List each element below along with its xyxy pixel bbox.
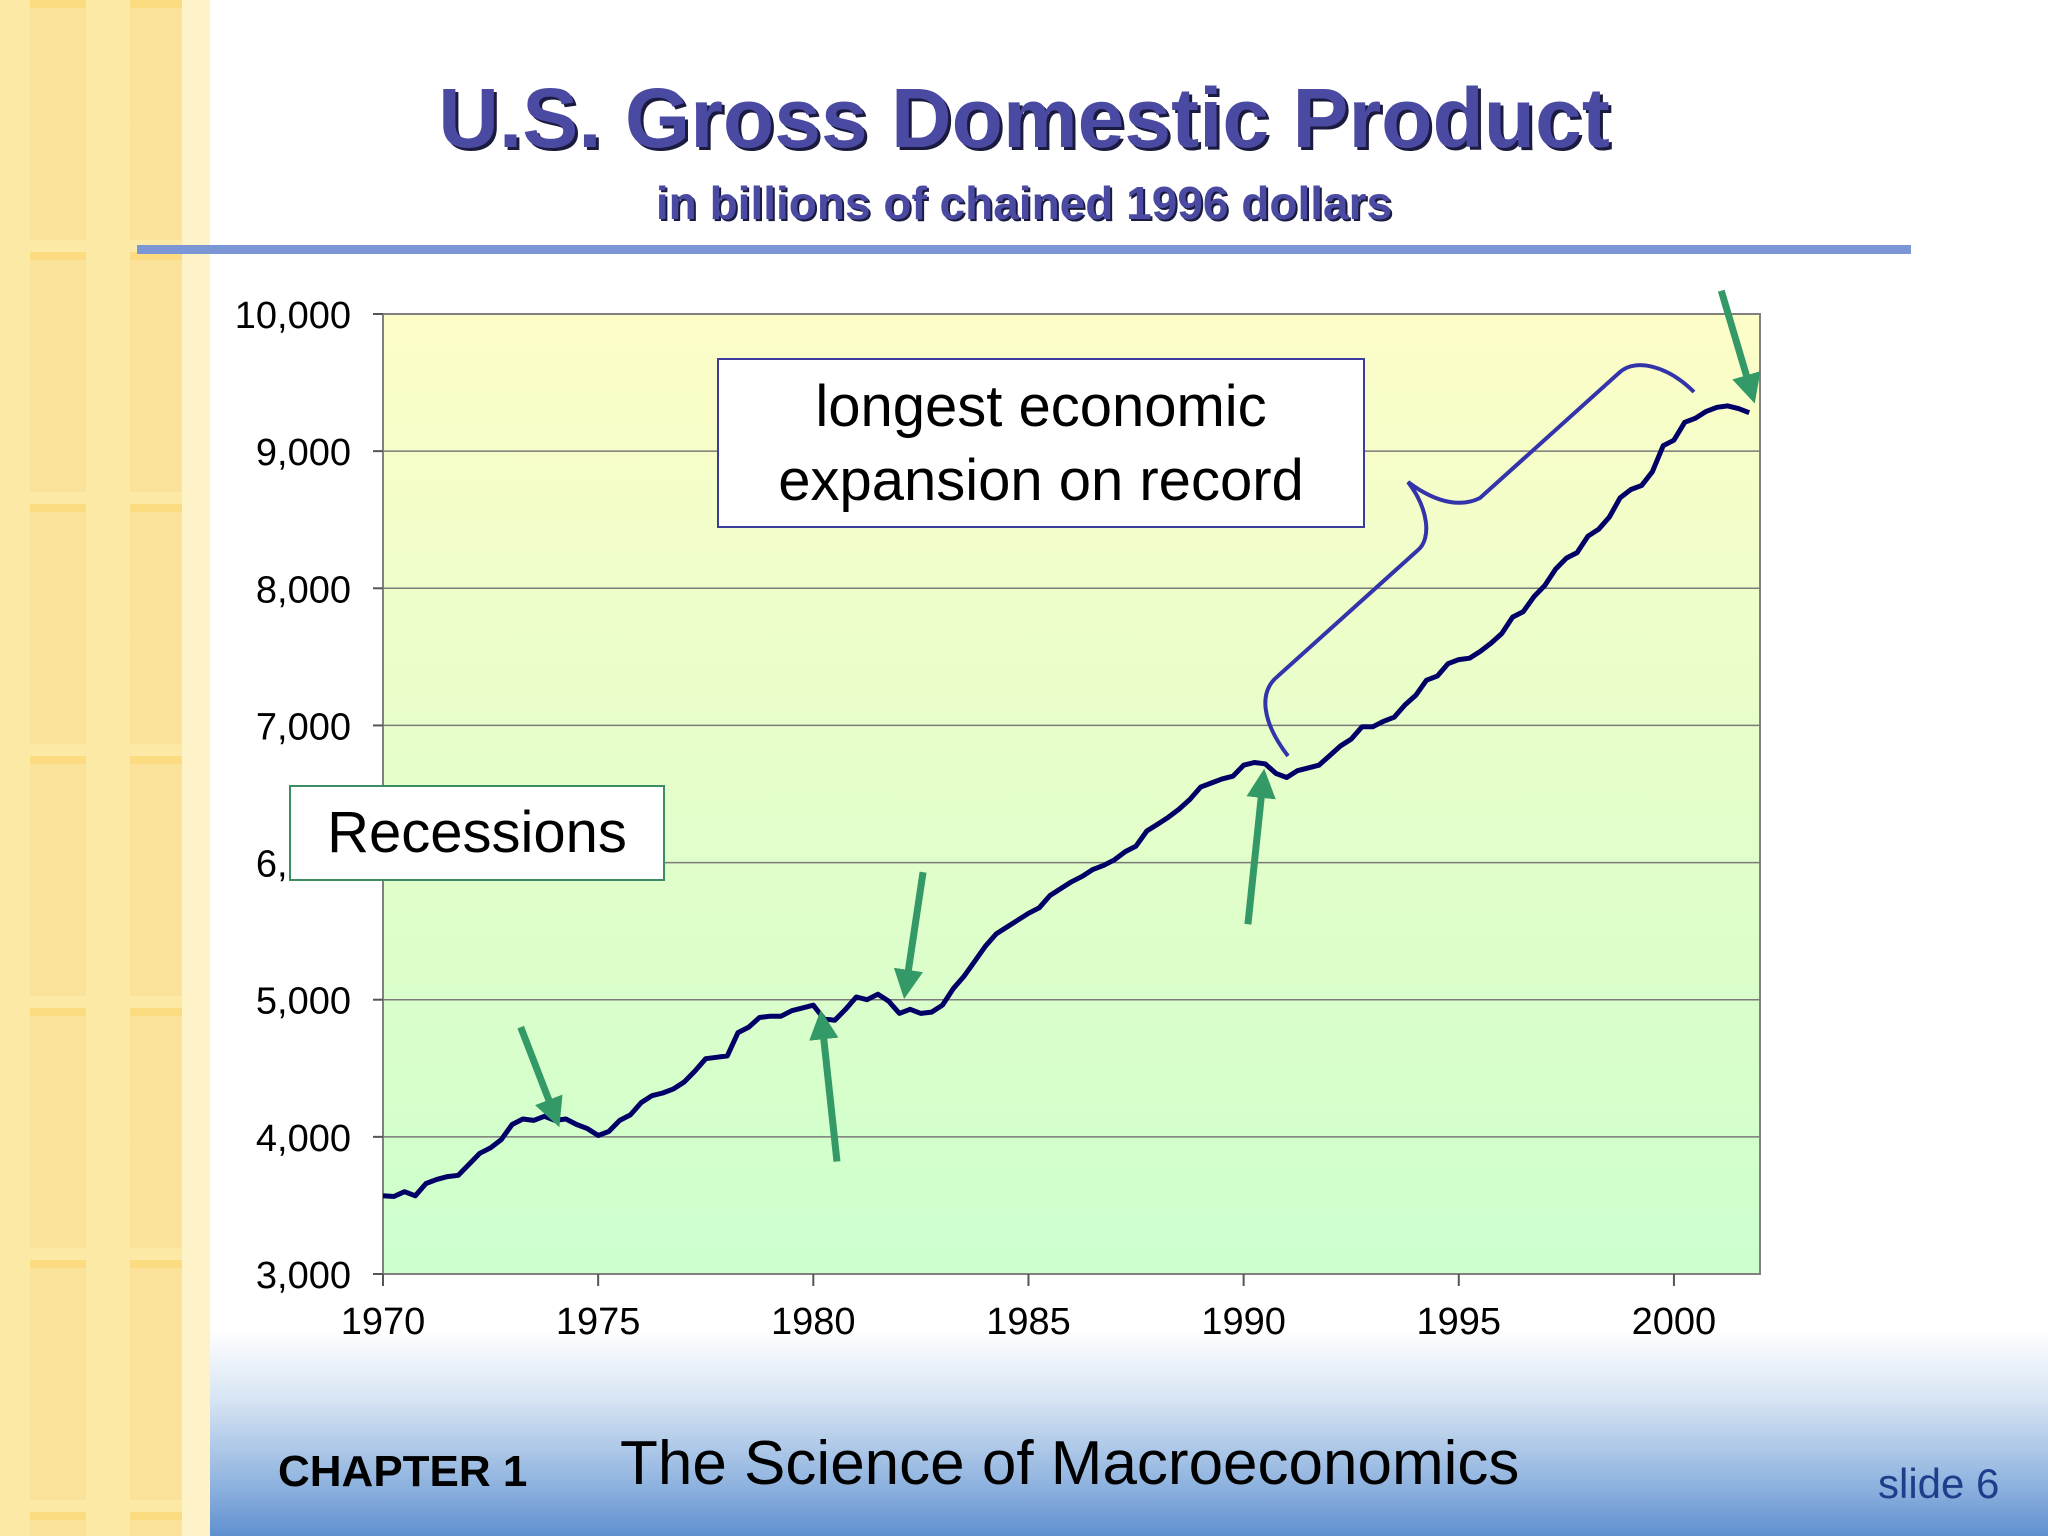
recession-arrow-1982 [893,871,927,1000]
y-tick-label: 8,000 [256,569,351,611]
y-tick-label: 3,000 [256,1255,351,1297]
expansion-callout: longest economic expansion on record [717,358,1365,528]
recession-arrow-1974 [517,1025,563,1128]
slide-number: slide 6 [1878,1460,2000,1507]
y-tick-label: 4,000 [256,1118,351,1160]
recession-arrow-2001 [1717,289,1761,404]
x-tick-label: 1990 [1201,1301,1286,1343]
x-tick-label: 1985 [986,1301,1071,1343]
x-tick-label: 1970 [341,1301,426,1343]
footer-band [210,1330,2048,1536]
decorative-stripe [130,0,186,1536]
x-tick-label: 1975 [556,1301,641,1343]
x-axis: 1970 1975 1980 1985 1990 1995 2000 [341,1274,1716,1343]
gdp-line-chart: 3,0004,0005,0006,0007,0008,0009,00010,00… [235,289,1761,1343]
y-tick-label: 10,000 [235,295,351,337]
footer-topic: The Science of Macroeconomics [620,1429,1520,1498]
y-tick-label: 9,000 [256,432,351,474]
recession-arrow-1980 [809,1009,841,1162]
slide-subtitle: in billions of chained 1996 dollars [655,177,1393,229]
decorative-stripe [182,0,210,1536]
y-tick-label: 7,000 [256,706,351,748]
gdp-series-line [382,403,1751,1199]
recessions-label: Recessions [289,785,665,881]
expansion-callout-line1: longest economic [815,374,1267,439]
recession-arrows [517,289,1761,1162]
side-decoration [0,0,210,1536]
footer-chapter: CHAPTER 1 [278,1447,528,1496]
expansion-bracket [1263,363,1696,758]
grid-lines [383,450,1760,1138]
decorative-stripe [30,0,86,1536]
expansion-callout-line2: expansion on record [778,448,1304,513]
recession-arrow-1990 [1244,768,1276,925]
x-tick-label: 1980 [771,1301,856,1343]
slide-title: U.S. Gross Domestic Product [438,71,1610,165]
y-tick-label: 5,000 [256,981,351,1023]
x-tick-label: 2000 [1632,1301,1717,1343]
x-tick-label: 1995 [1417,1301,1502,1343]
title-divider [137,245,1911,254]
